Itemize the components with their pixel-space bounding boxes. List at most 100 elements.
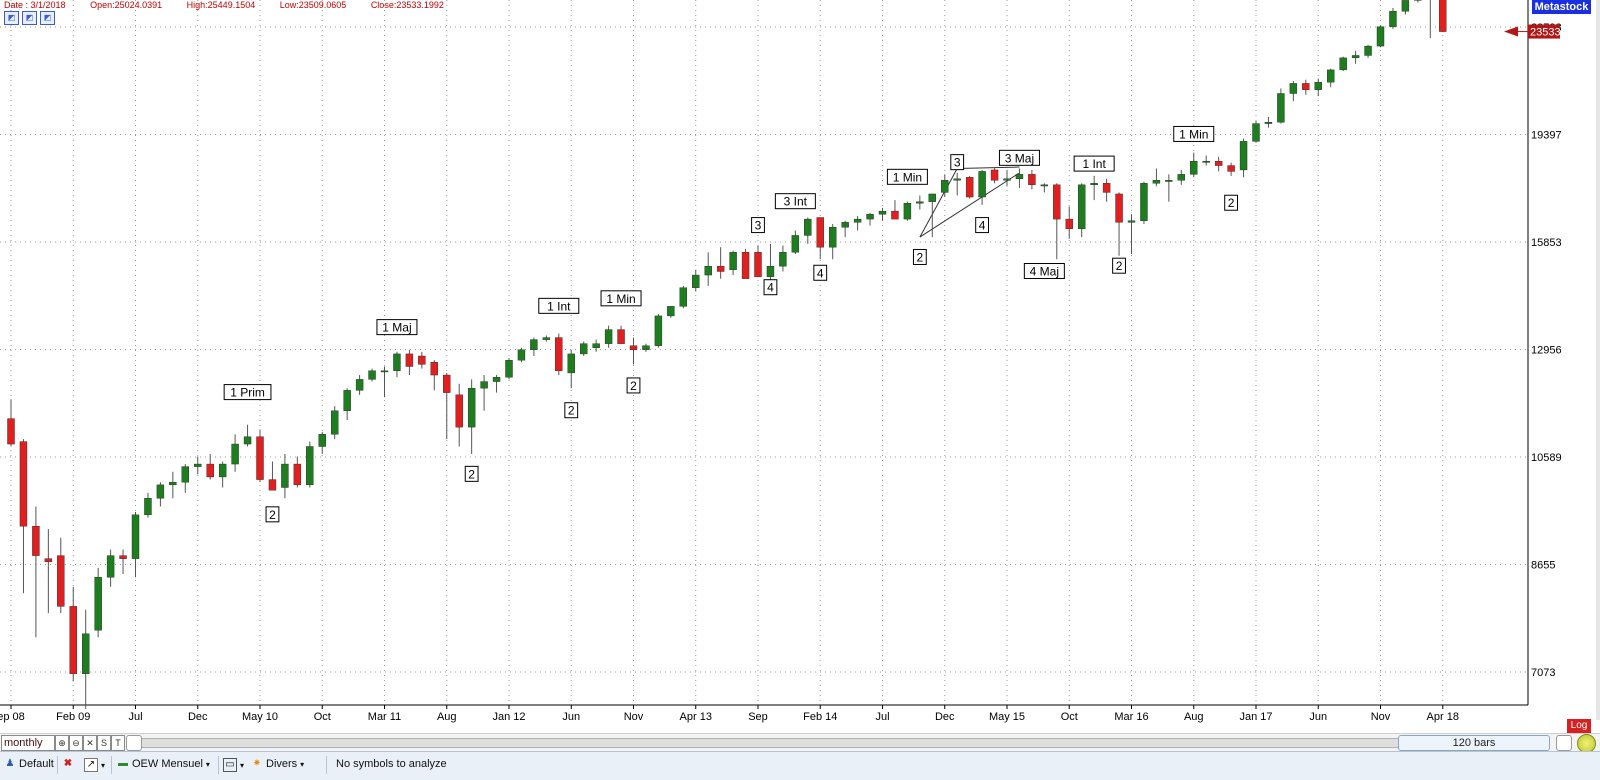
candle-up <box>331 411 338 435</box>
template-label: OEW Mensuel <box>132 758 203 770</box>
x-tick-label: Oct <box>314 711 331 723</box>
status-bar: ♟ Default ✖ ↗ ▾ ▬ OEW Mensuel ▾ ▭ ▾ ✷ Di… <box>0 751 1600 780</box>
candle-down <box>406 354 413 367</box>
log-scale-button[interactable]: Log <box>1567 719 1591 733</box>
candle-up <box>219 464 226 477</box>
wave-label: 2 <box>627 378 640 393</box>
candle-down <box>443 375 450 393</box>
candle-up <box>182 467 189 483</box>
close-icon: ✖ <box>62 758 74 770</box>
wave-label-text: 1 Min <box>1179 127 1208 141</box>
chart-type-selector[interactable]: ↗ ▾ <box>84 758 105 772</box>
wave-label: 1 Maj <box>377 320 417 335</box>
wave-label: 1 Prim <box>224 385 271 400</box>
candle-down <box>991 170 998 180</box>
zoom-out-icon[interactable]: ⊖ <box>69 735 83 751</box>
candle-down <box>742 252 749 278</box>
x-tick-label: Apr 18 <box>1427 711 1459 723</box>
chart-grid <box>0 0 1528 705</box>
candle-up <box>979 171 986 197</box>
x-tick-label: Feb 09 <box>56 711 90 723</box>
y-tick-label: 12956 <box>1531 345 1562 357</box>
candle-up <box>1277 94 1284 123</box>
folder-icon: ▬ <box>117 758 129 770</box>
candle-down <box>418 356 425 364</box>
candle-down <box>1439 0 1446 32</box>
candle-up <box>680 288 687 307</box>
zoom-reset-icon[interactable]: ✕ <box>83 735 97 751</box>
wave-label-text: 4 <box>817 266 824 280</box>
wave-label-text: 1 Int <box>547 299 571 313</box>
candle-down <box>45 559 52 562</box>
candle-up <box>95 577 102 630</box>
period-selector[interactable]: monthly <box>1 735 55 751</box>
candle-up <box>157 485 164 498</box>
scroll-left-button[interactable] <box>126 735 142 751</box>
candle-up <box>605 330 612 344</box>
x-tick-label: Sep <box>748 711 768 723</box>
wave-label: 4 <box>976 218 989 233</box>
candle-up <box>1078 185 1085 229</box>
candle-up <box>1190 161 1197 174</box>
header-close: Close:23533.1992 <box>371 0 444 10</box>
candle-up <box>543 338 550 340</box>
zoom-in-icon[interactable]: ⊕ <box>55 735 69 751</box>
wave-label: 2 <box>465 466 478 481</box>
candle-up <box>941 180 948 192</box>
bars-scroll-thumb[interactable]: 120 bars <box>1398 735 1550 751</box>
x-tick-label: Nov <box>1371 711 1391 723</box>
candle-down <box>555 338 562 371</box>
candle-up <box>842 222 849 227</box>
scroll-track[interactable] <box>133 738 1545 748</box>
chart-icon-1[interactable]: ◩ <box>4 11 19 25</box>
layout-label: Default <box>19 758 54 770</box>
candle-up <box>518 350 525 360</box>
x-tick-label: Jun <box>1309 711 1327 723</box>
scroll-right-button[interactable] <box>1556 735 1572 751</box>
candle-down <box>891 211 898 219</box>
candle-up <box>642 346 649 350</box>
candle-down <box>120 556 127 559</box>
x-tick-label: Dec <box>935 711 955 723</box>
metastock-logo: Metastock <box>1532 0 1591 14</box>
close-chart-button[interactable]: ✖ <box>62 758 74 770</box>
layout-selector[interactable]: ♟ Default <box>4 758 54 770</box>
tools-selector[interactable]: ✷ Divers ▾ <box>251 758 304 770</box>
header-low: Low:23509.0605 <box>280 0 347 10</box>
candle-up <box>1153 180 1160 183</box>
candle-down <box>70 606 77 673</box>
candle-down <box>1103 183 1110 192</box>
candle-up <box>493 377 500 381</box>
candle-up <box>1290 83 1297 93</box>
chart-icon-3[interactable]: ◩ <box>40 11 55 25</box>
wave-label: 4 <box>764 280 777 295</box>
x-tick-label: Feb 14 <box>803 711 837 723</box>
candle-up <box>1016 174 1023 178</box>
wave-label-text: 2 <box>568 404 575 418</box>
y-tick-label: 15853 <box>1531 237 1562 249</box>
candle-down <box>1053 185 1060 219</box>
vertical-scrollbar[interactable] <box>1596 0 1600 720</box>
candle-down <box>817 217 824 247</box>
candle-up <box>1128 221 1135 223</box>
x-tick-label: Aug <box>1184 711 1204 723</box>
x-tick-label: Aug <box>437 711 457 723</box>
candle-up <box>1315 82 1322 90</box>
template-selector[interactable]: ▬ OEW Mensuel ▾ <box>117 758 210 770</box>
wave-label-text: 3 <box>755 219 762 233</box>
x-tick-label: Mar 11 <box>368 711 401 723</box>
candle-up <box>1178 174 1185 180</box>
candle-up <box>804 219 811 235</box>
wave-label-text: 2 <box>1228 196 1235 210</box>
candle-up <box>281 464 288 487</box>
x-tick-label: Apr 13 <box>680 711 712 723</box>
t-button[interactable]: T <box>111 735 125 751</box>
chart-icon-2[interactable]: ◩ <box>22 11 37 25</box>
wave-label-text: 2 <box>917 250 924 264</box>
wave-label: 4 <box>814 265 827 280</box>
s-button[interactable]: S <box>97 735 111 751</box>
window-selector[interactable]: ▭ ▾ <box>223 758 244 772</box>
candle-up <box>580 344 587 354</box>
